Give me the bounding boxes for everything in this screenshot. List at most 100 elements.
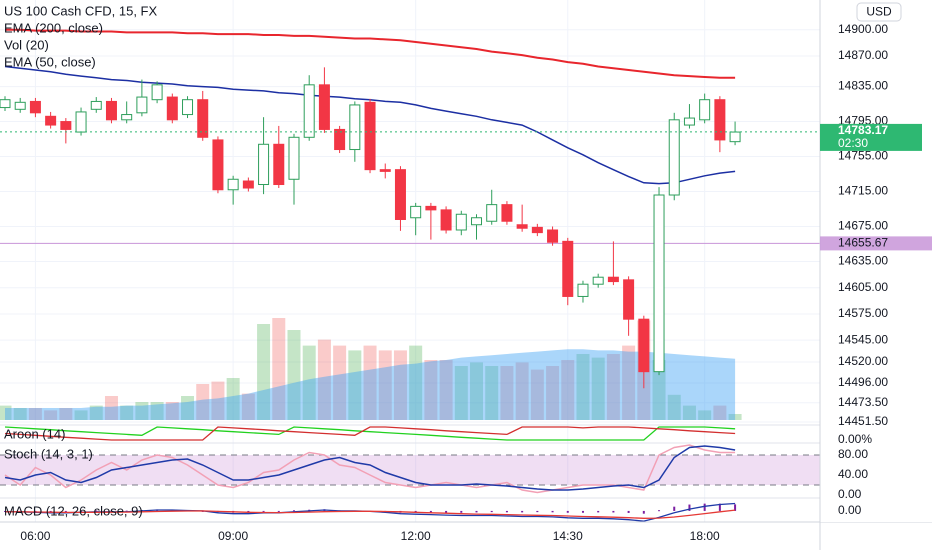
candle-body	[60, 121, 72, 130]
volume-bar	[561, 360, 575, 420]
candle-body	[273, 143, 285, 186]
macd-histogram-bar	[703, 503, 706, 511]
volume-bar	[28, 408, 42, 420]
macd-histogram-bar	[521, 510, 524, 513]
y-tick-label: 14835.00	[838, 79, 888, 93]
volume-bar	[196, 384, 210, 420]
volume-bar	[104, 396, 118, 420]
macd-histogram-bar	[734, 504, 737, 511]
legend-entry: Vol (20)	[4, 37, 49, 52]
volume-bar	[165, 402, 179, 420]
y-tick-label: 0.00%	[838, 432, 872, 446]
candle-body	[151, 84, 163, 101]
stoch-line	[4, 444, 736, 494]
macd-histogram-bar	[505, 510, 508, 513]
candle-body	[471, 217, 483, 226]
candle-body	[562, 240, 574, 297]
macd-histogram-bar	[292, 510, 295, 512]
candle-body	[349, 104, 361, 151]
countdown-label: 02:30	[838, 136, 868, 150]
price-label: 14783.17	[838, 123, 888, 137]
volume-bar	[333, 345, 347, 420]
candle-body	[45, 115, 57, 126]
indicator-label: Aroon (14)	[4, 426, 65, 441]
macd-histogram-bar	[612, 510, 615, 513]
y-tick-label: 14451.50	[838, 414, 888, 428]
y-tick-label: 14900.00	[838, 22, 888, 36]
macd-histogram-bar	[80, 510, 83, 512]
price-axis-panel	[820, 0, 932, 522]
currency-badge[interactable]	[856, 2, 902, 22]
candle-body	[29, 100, 41, 114]
candle-body	[0, 99, 11, 109]
volume-bar	[439, 360, 453, 420]
volume-bar	[454, 366, 468, 420]
y-tick-label: 0.00	[838, 503, 862, 517]
y-tick-label: 0.00	[838, 487, 862, 501]
macd-histogram-bar	[688, 504, 691, 511]
macd-histogram-bar	[95, 510, 98, 512]
volume-bar	[181, 396, 195, 420]
macd-histogram-bar	[125, 510, 128, 512]
volume-bar	[226, 378, 240, 420]
x-tick-label: 06:00	[20, 529, 50, 543]
macd-histogram-bar	[49, 510, 52, 512]
labels: US 100 Cash CFD, 15, FX EMA (200, close)…	[4, 2, 932, 543]
candle-body	[318, 84, 330, 130]
candle-body	[334, 128, 346, 151]
volume-ma-area	[5, 349, 736, 420]
volume-bar	[728, 414, 742, 420]
volume-bar	[591, 357, 605, 420]
volume-bar	[576, 354, 590, 420]
candle-body	[653, 194, 665, 373]
macd-histogram-bar	[64, 510, 67, 512]
candle-body	[379, 169, 391, 172]
y-tick-label: 80.00	[838, 447, 868, 461]
volume-bar	[652, 360, 666, 420]
candle-body	[90, 100, 102, 110]
volume-bar	[74, 410, 88, 420]
candle-body	[425, 205, 437, 211]
volume-bar	[241, 393, 255, 420]
candle-body	[105, 100, 117, 121]
macd-histogram-bar	[490, 510, 493, 513]
candle-body	[455, 213, 467, 231]
volume-bar	[272, 318, 286, 420]
volume-bar	[59, 408, 73, 420]
candle-body	[638, 318, 650, 373]
volume-bar	[348, 350, 362, 420]
aroon-line	[4, 426, 736, 441]
volume-bar	[424, 360, 438, 420]
volume-bar	[682, 405, 696, 420]
plot-area	[0, 28, 820, 522]
macd-histogram-bar	[658, 510, 661, 512]
indicator-label: Stoch (14, 3, 1)	[4, 446, 93, 461]
candle-body	[166, 96, 178, 121]
candle-body	[501, 204, 513, 222]
candle-body	[577, 283, 589, 297]
candle-body	[394, 169, 406, 220]
macd-histogram-bar	[673, 506, 676, 511]
candle-body	[288, 136, 300, 180]
volume-bar	[135, 402, 149, 420]
macd-histogram-bar	[627, 510, 630, 513]
macd-histogram-bar	[566, 510, 569, 513]
candle-body	[410, 205, 422, 219]
candle-body	[303, 84, 315, 138]
volume-bar	[698, 410, 712, 420]
candle-body	[729, 131, 741, 143]
x-tick-label: 18:00	[690, 529, 720, 543]
y-tick-label: 14715.00	[838, 184, 888, 198]
stoch-line	[4, 445, 736, 491]
level-label: 14655.67	[838, 236, 888, 250]
volume-bar	[89, 405, 103, 420]
macd-histogram-bar	[475, 510, 478, 513]
candle-body	[121, 114, 133, 121]
volume-bar	[713, 405, 727, 420]
currency-label[interactable]: USD	[866, 5, 892, 19]
volume-bar	[393, 350, 407, 420]
candle-body	[182, 99, 194, 116]
macd-histogram-bar	[642, 510, 645, 514]
volume-bar	[0, 405, 12, 420]
